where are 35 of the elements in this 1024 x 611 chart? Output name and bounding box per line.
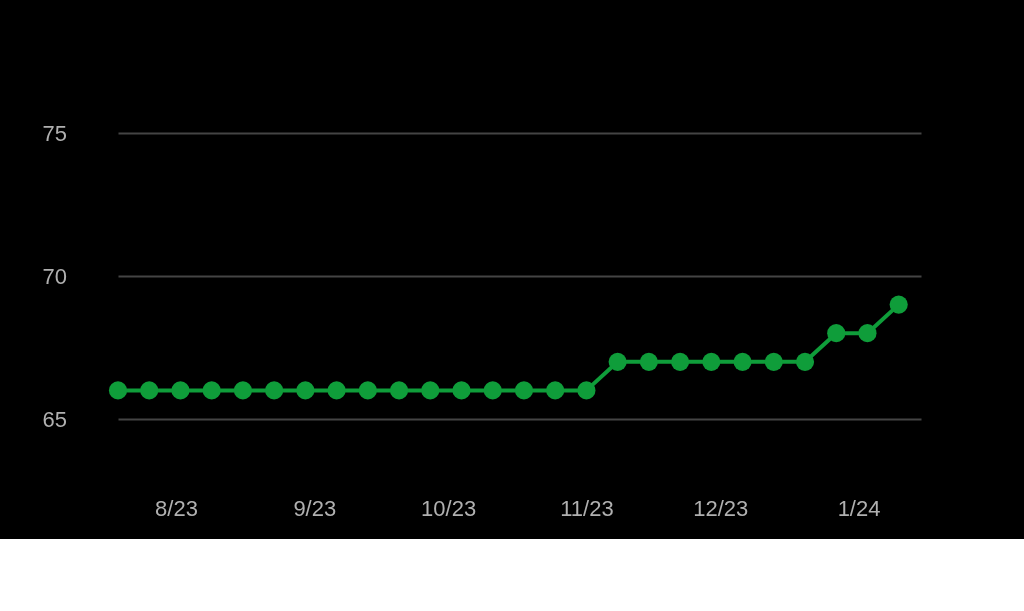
x-tick-label: 11/23 [560,495,614,521]
point [452,381,471,400]
x-tick-label: 1/24 [837,495,881,521]
point [483,381,502,400]
point [577,381,596,400]
point [858,324,877,343]
x-tick-label: 10/23 [421,495,477,521]
y-tick-label: 70 [42,263,67,289]
point [671,352,690,371]
point [827,324,846,343]
point [733,352,752,371]
x-tick-label: 8/23 [155,495,198,521]
point [171,381,190,400]
point [233,381,252,400]
point [358,381,377,400]
x-tick-label: 9/23 [293,495,337,521]
point [795,352,815,371]
point [608,352,627,371]
point [327,381,346,400]
point [764,352,783,371]
point [140,381,159,400]
point [296,381,315,400]
point [265,381,284,400]
point [514,381,534,400]
point [639,352,658,371]
point [702,352,721,371]
point [389,381,409,400]
point [546,381,565,400]
point [421,381,440,400]
y-tick-label: 65 [42,406,67,432]
point [889,295,908,314]
point [202,381,221,400]
point [108,381,128,400]
y-tick-label: 75 [42,120,67,146]
x-tick-label: 12/23 [693,495,749,521]
